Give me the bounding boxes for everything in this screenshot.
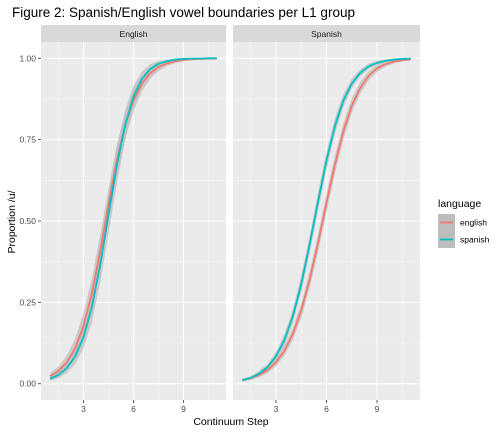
facet-strip-label: English (120, 29, 148, 39)
x-tick-label: 9 (181, 404, 186, 414)
x-tick-label: 3 (274, 404, 279, 414)
x-tick-label: 3 (81, 404, 86, 414)
y-axis-tick-labels: 0.00 0.25 0.50 0.75 1.00 (19, 53, 41, 389)
legend-title: language (438, 198, 481, 210)
y-axis-title: Proportion /u/ (6, 190, 18, 253)
y-tick-label: 1.00 (19, 53, 36, 63)
y-tick-label: 0.50 (19, 216, 36, 226)
series-line-spanish (49, 57, 217, 380)
series-line-spanish (242, 57, 411, 382)
facet-panels: English Spanish (41, 25, 420, 400)
legend-label-spanish: spanish (460, 235, 490, 245)
x-axis-title: Continuum Step (193, 416, 268, 428)
facet-panel-english: English (41, 25, 226, 400)
facet-strip (233, 25, 420, 42)
y-tick-label: 0.25 (19, 297, 36, 307)
legend-label-english: english (460, 218, 487, 228)
x-tick-label: 6 (324, 404, 329, 414)
x-tick-label: 9 (375, 404, 380, 414)
x-axis-tick-labels: 3 6 9 3 6 9 (81, 400, 380, 414)
y-tick-label: 0.00 (19, 379, 36, 389)
series-line-english (242, 58, 411, 382)
facet-strip (41, 25, 226, 42)
confidence-ribbon-spanish (50, 58, 217, 381)
chart-title: Figure 2: Spanish/English vowel boundari… (12, 5, 355, 20)
y-tick-label: 0.75 (19, 135, 36, 145)
x-tick-label: 6 (131, 404, 136, 414)
legend: language english spanish (438, 198, 490, 248)
facet-panel-spanish: Spanish (233, 25, 420, 400)
facet-strip-label: Spanish (311, 29, 342, 39)
